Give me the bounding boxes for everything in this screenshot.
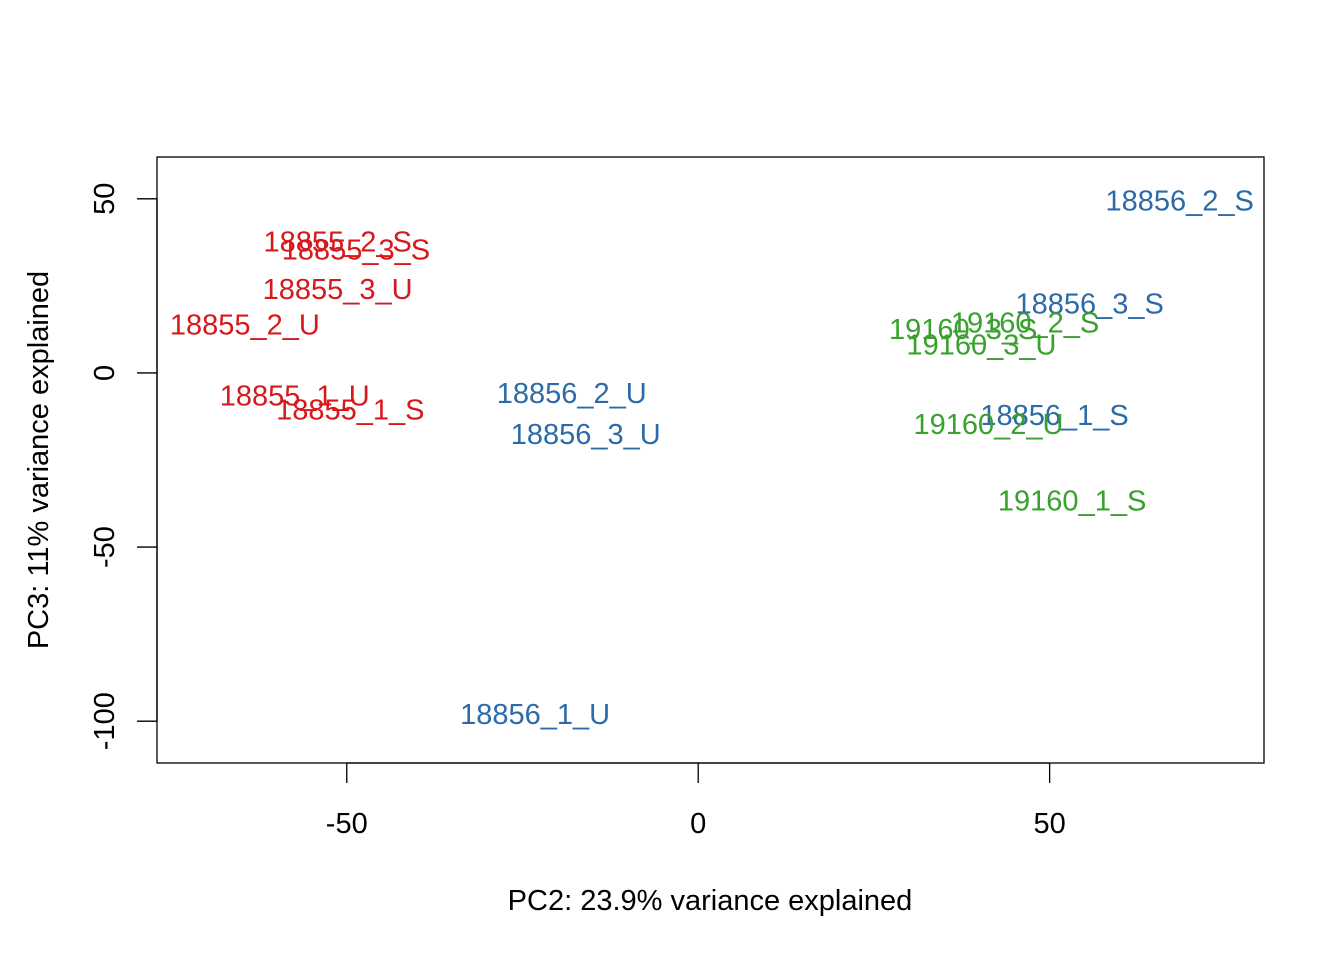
y-axis: -100 -50 0 50 <box>89 183 158 750</box>
x-tick-label: -50 <box>326 808 368 840</box>
x-axis: -50 0 50 <box>326 762 1066 840</box>
point-label: 18855_2_U <box>170 310 320 342</box>
x-tick-label: 0 <box>690 808 706 840</box>
point-label: 18855_3_S <box>282 234 430 266</box>
point-label: 19160_3_U <box>906 329 1056 361</box>
point-label: 18855_1_U <box>220 381 370 413</box>
y-tick-label: 50 <box>89 183 121 215</box>
y-tick-label: -50 <box>89 526 121 568</box>
x-axis-label: PC2: 23.9% variance explained <box>508 885 913 917</box>
point-label: 18856_3_U <box>511 419 661 451</box>
point-label: 19160_3_S <box>889 314 1037 346</box>
point-label: 19160_1_S <box>998 485 1146 517</box>
point-label: 19160_2_S <box>951 307 1099 339</box>
point-label: 18855_2_S <box>263 226 411 258</box>
point-label: 18856_1_U <box>460 699 610 731</box>
y-tick-label: 0 <box>89 365 121 381</box>
point-label: 19160_2_U <box>913 409 1063 441</box>
point-label: 18855_1_S <box>276 395 424 427</box>
point-label: 18856_2_U <box>497 378 647 410</box>
point-label: 18856_2_S <box>1105 186 1253 218</box>
point-label: 18855_3_U <box>263 274 413 306</box>
y-axis-label: PC3: 11% variance explained <box>23 271 55 649</box>
point-label: 18856_3_S <box>1016 288 1164 320</box>
point-label: 18856_1_S <box>980 400 1128 432</box>
x-tick-label: 50 <box>1033 808 1065 840</box>
y-tick-label: -100 <box>89 692 121 750</box>
